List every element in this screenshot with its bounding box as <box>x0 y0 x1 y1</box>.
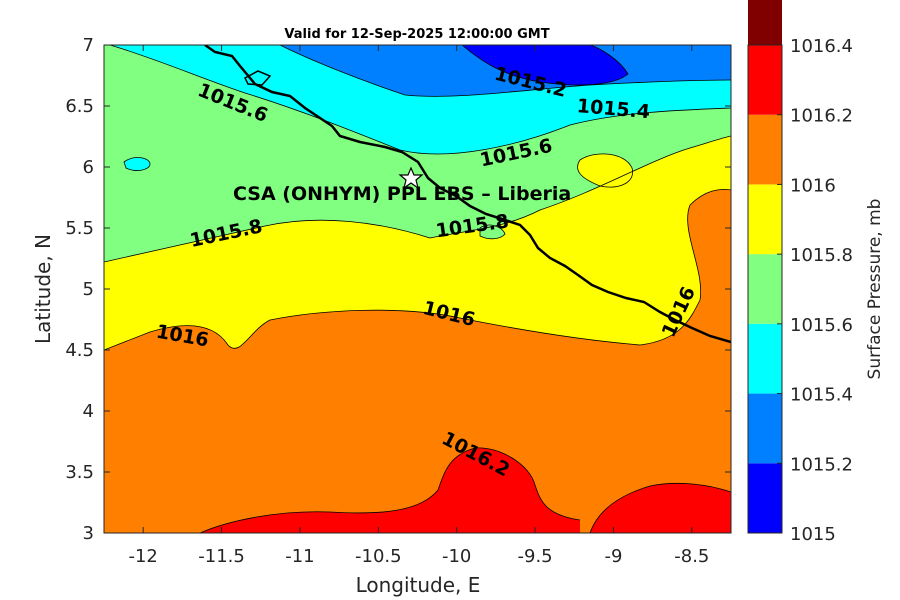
colorbar-tick-label: 1015.4 <box>790 385 853 406</box>
band-1016-2 <box>200 447 580 533</box>
x-tick-label: -12 <box>128 546 157 567</box>
colorbar-tick-label: 1016.4 <box>790 36 853 57</box>
colorbar-tick-label: 1015.8 <box>790 245 853 266</box>
axes: -12 -11.5 -11 -10.5 -10 -9.5 -9 -8.5 3 3.5 4 4.5 5 5.… <box>65 35 731 567</box>
colorbar-tick-label: 1016.2 <box>790 106 853 127</box>
y-tick-label: 6.5 <box>65 96 94 117</box>
colorbar-segment <box>748 393 782 464</box>
y-tick-label: 3.5 <box>65 462 94 483</box>
x-tick-label: -9 <box>604 546 622 567</box>
colorbar-frame <box>747 44 783 534</box>
colorbar-tick-label: 1015 <box>790 524 836 545</box>
band-1015 <box>462 45 628 86</box>
x-tick-label: -11 <box>285 546 314 567</box>
band-1015-6-island <box>480 225 505 239</box>
contour-plot-area: CSA (ONHYM) PPL EBS – Liberia 1015.21015… <box>104 45 731 533</box>
band-1016-2-east <box>590 483 731 533</box>
colorbar-title: Surface Pressure, mb <box>865 199 885 380</box>
star-icon <box>398 166 424 190</box>
plot-title: Valid for 12-Sep-2025 12:00:00 GMT <box>284 27 549 42</box>
site-label: CSA (ONHYM) PPL EBS – Liberia <box>233 183 571 205</box>
band-1015-4-island <box>124 157 150 171</box>
y-axis-title: Latitude, N <box>31 234 55 344</box>
y-tick-label: 3 <box>83 523 94 544</box>
y-tick-label: 5.5 <box>65 218 94 239</box>
x-tick-label: -8.5 <box>674 546 709 567</box>
colorbar-segment <box>748 184 782 255</box>
y-tick-label: 5 <box>83 279 94 300</box>
y-tick-label: 6 <box>83 157 94 178</box>
x-tick-label: -10 <box>442 546 471 567</box>
site-marker <box>398 166 424 190</box>
colorbar-segment <box>748 463 782 533</box>
y-tick-label: 7 <box>83 35 94 56</box>
colorbar-segment <box>748 254 782 324</box>
band-1015-8-island <box>577 153 633 188</box>
contour-lines <box>104 45 731 533</box>
colorbar-tick-label: 1015.6 <box>790 315 853 336</box>
x-tick-label: -10.5 <box>355 546 402 567</box>
x-tick-label: -11.5 <box>198 546 245 567</box>
y-tick-label: 4.5 <box>65 340 94 361</box>
y-tick-label: 4 <box>83 401 94 422</box>
country-border <box>204 45 731 344</box>
colorbar-segment <box>748 0 782 46</box>
colorbar-tick-label: 1015.2 <box>790 454 853 475</box>
colorbar-tick-label: 1016 <box>790 175 836 196</box>
colorbar-segment <box>748 114 782 185</box>
colorbar-segment <box>748 45 782 115</box>
colorbar: 1015 1015.2 1015.4 1015.6 1015.8 1016 1016.2 10… <box>747 0 853 545</box>
colorbar-segment <box>748 323 782 394</box>
x-tick-label: -9.5 <box>518 546 553 567</box>
x-axis-title: Longitude, E <box>356 573 481 597</box>
